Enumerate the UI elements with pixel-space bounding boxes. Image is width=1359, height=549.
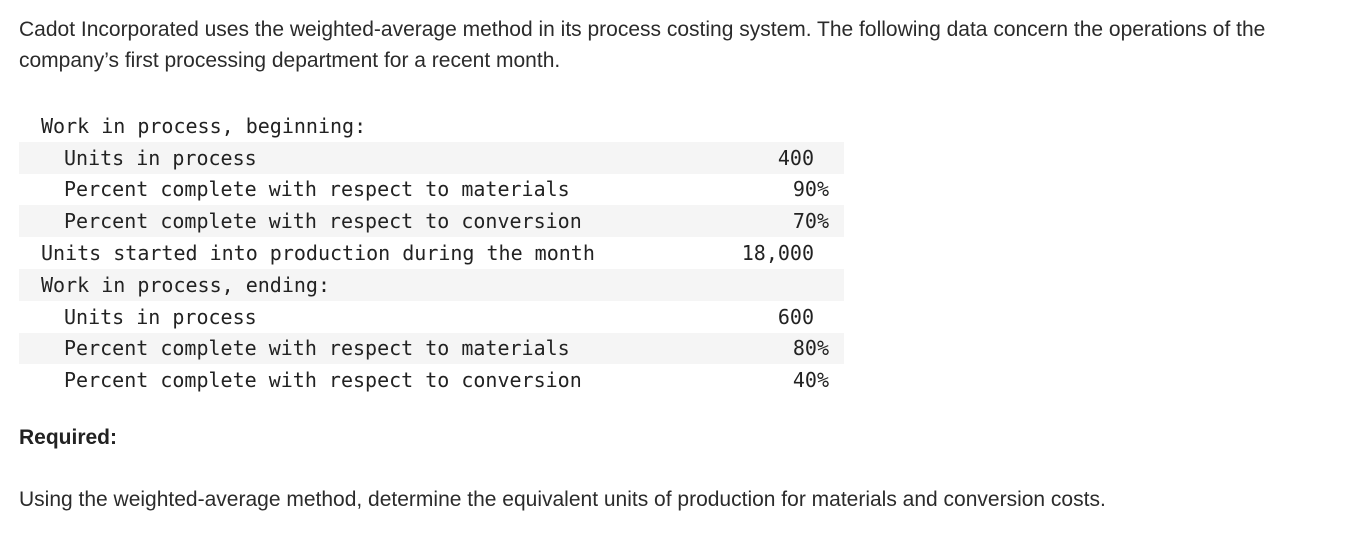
row-value: 40% [792,368,829,393]
table-row: Work in process, beginning: [19,110,844,142]
row-label: Percent complete with respect to materia… [64,177,570,202]
row-label: Percent complete with respect to convers… [64,368,582,393]
row-value: 80% [644,332,844,365]
row-label: Units in process [19,141,644,174]
row-label: Percent complete with respect to convers… [19,205,644,238]
table-row: Units in process 400 [19,141,844,174]
row-value: 70% [644,205,844,238]
row-label: Units in process [64,304,257,329]
row-value: 90% [792,177,829,202]
row-value [644,110,844,142]
production-data-table: Work in process, beginning: Units in pro… [19,110,844,396]
table-row: Work in process, ending: [19,268,844,301]
problem-intro: Cadot Incorporated uses the weighted-ave… [19,18,1266,72]
row-value: 400 [644,141,844,174]
table-row: Percent complete with respect to materia… [19,174,844,206]
required-instruction: Using the weighted-average method, deter… [19,488,1106,511]
row-label: Work in process, ending: [19,268,644,301]
row-value: 600 [777,304,814,329]
table-row: Percent complete with respect to convers… [19,364,844,396]
table-row: Percent complete with respect to materia… [19,332,844,365]
row-label: Percent complete with respect to materia… [19,332,644,365]
row-value [644,268,844,301]
row-label: Units started into production during the… [41,241,595,266]
table-row: Units in process 600 [19,301,844,333]
row-value: 18,000 [741,241,814,266]
table-row: Units started into production during the… [19,237,844,269]
table-row: Percent complete with respect to convers… [19,205,844,238]
required-heading: Required: [19,426,118,449]
row-label: Work in process, beginning: [41,113,367,138]
